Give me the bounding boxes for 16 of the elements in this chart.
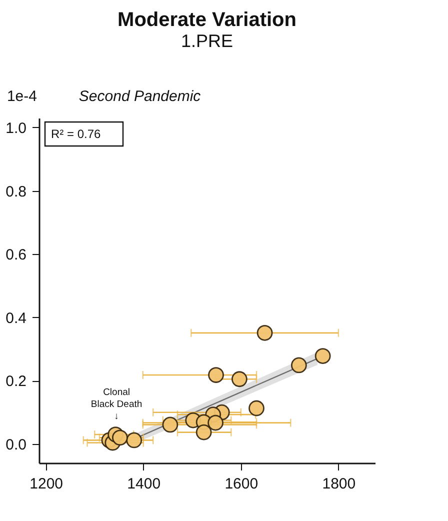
text: 1e-4	[6, 88, 37, 105]
y-tick-label: 0.4	[6, 310, 26, 327]
chart-title: Moderate Variation	[118, 9, 296, 31]
x-tick-label: 1400	[127, 476, 161, 492]
x-tick-label: 1800	[322, 476, 356, 492]
x-tick-label: 1200	[30, 476, 64, 492]
y-tick-label: 1.0	[6, 120, 26, 137]
y-tick-label: 0.8	[6, 183, 26, 200]
y-tick-label: 0.2	[6, 373, 26, 390]
text: Second Pandemic	[78, 88, 202, 105]
annotation: R² = 0.76	[51, 127, 102, 141]
annotation: Clonal Black Death ↓	[90, 386, 142, 422]
chart-subtitle: 1.PRE	[180, 31, 234, 51]
y-tick-label: 0.0	[6, 436, 26, 454]
x-tick-label: 1600	[224, 476, 258, 492]
y-tick-label: 0.6	[6, 246, 26, 264]
